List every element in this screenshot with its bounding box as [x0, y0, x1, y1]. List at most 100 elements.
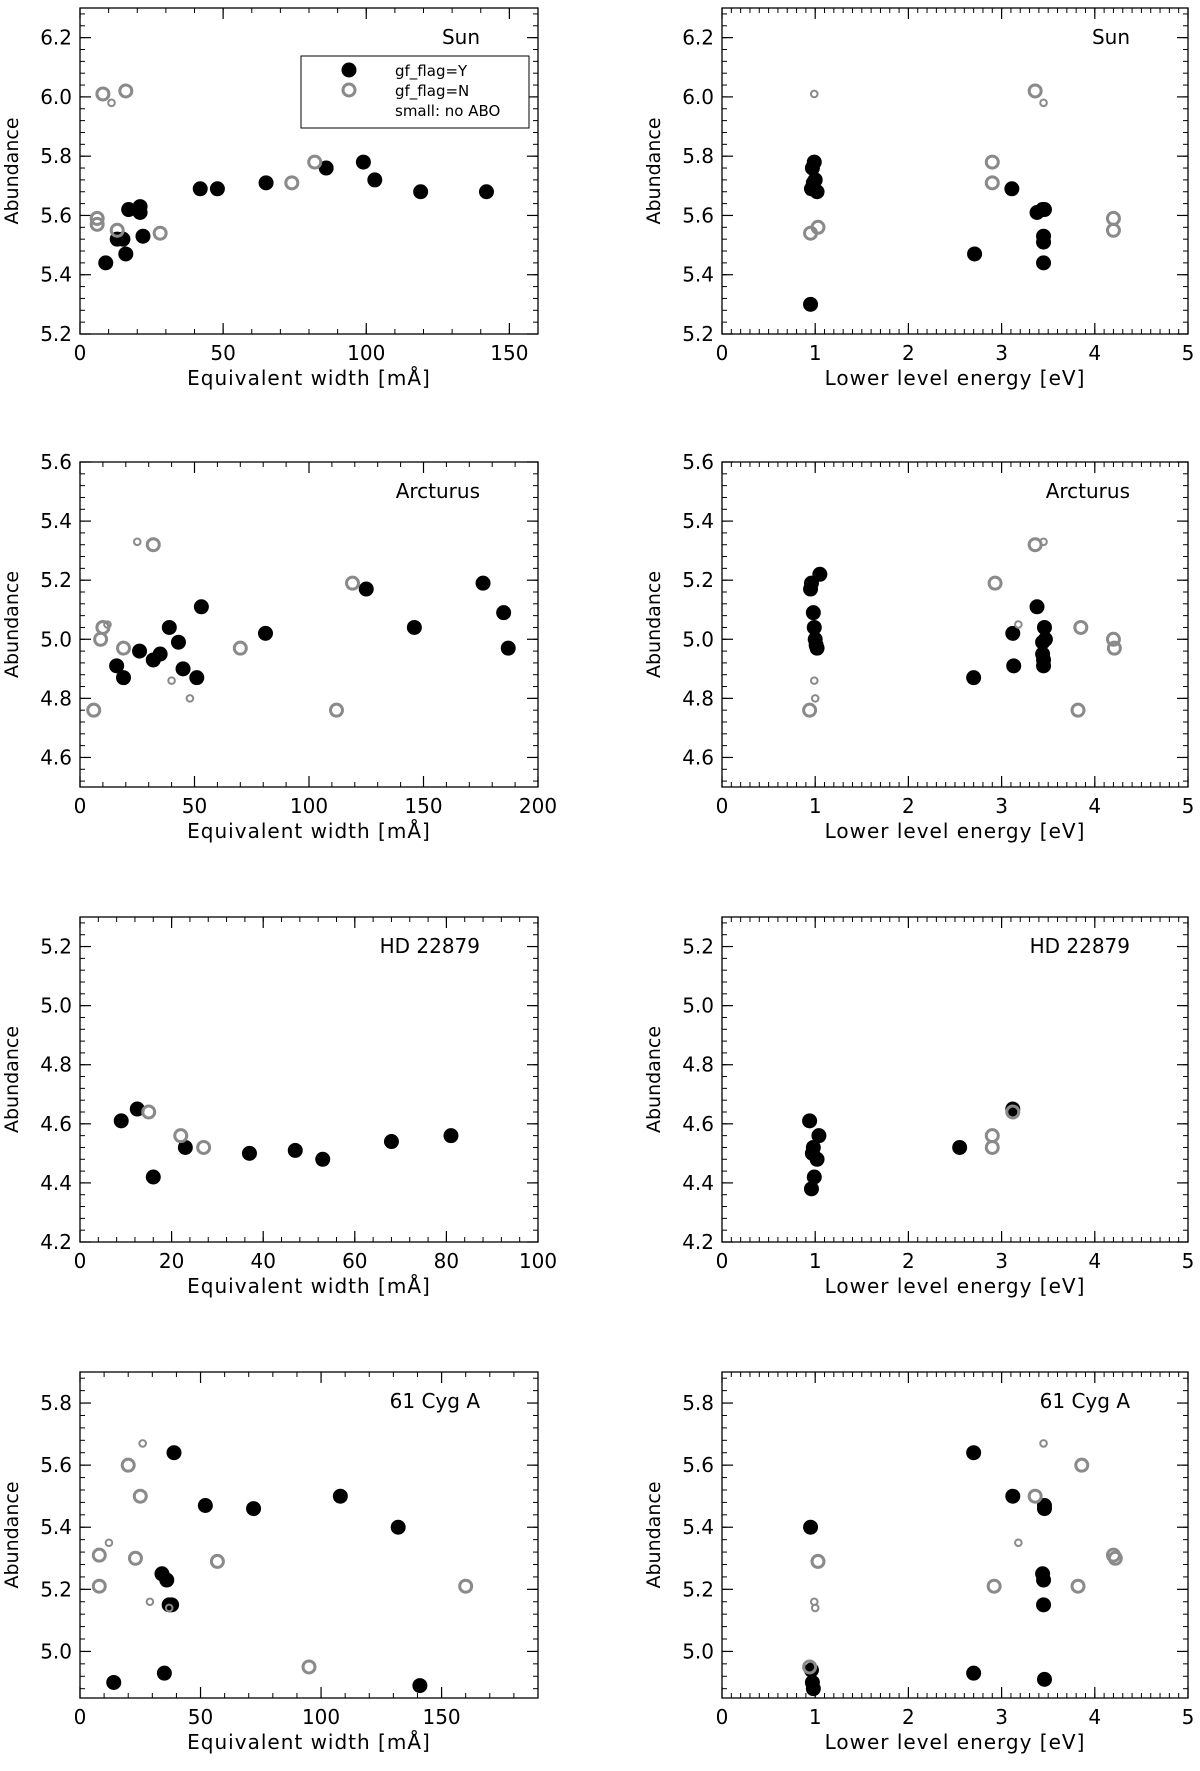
x-axis-label: Lower level energy [eV] — [825, 366, 1086, 390]
x-tick-label: 0 — [716, 1249, 729, 1273]
chart-panel-8: 0 1 2 3 4 5 5.0 5.2 5.4 5.6 5.8 Lower level energy … — [643, 1371, 1195, 1754]
x-tick-label: 5 — [1182, 341, 1195, 365]
x-tick-label: 1 — [809, 341, 822, 365]
data-point-gf-y — [209, 181, 225, 197]
data-point-gf-n — [209, 1553, 225, 1569]
data-point-gf-n-small — [809, 676, 819, 685]
data-point-gf-n — [95, 86, 111, 102]
y-tick-label: 5.2 — [682, 322, 714, 346]
data-point-gf-y — [1004, 181, 1020, 197]
x-tick-label: 4 — [1088, 1705, 1101, 1729]
chart-panel-7: 0 50 100 150 5.0 5.2 5.4 5.6 5.8 Equivalent width… — [1, 1371, 539, 1754]
data-point-gf-n — [89, 210, 105, 226]
y-tick-label: 5.4 — [682, 263, 714, 287]
data-point-gf-y — [121, 202, 137, 218]
data-point-gf-n — [1027, 83, 1043, 99]
data-point-gf-y — [500, 640, 516, 656]
y-tick-label: 5.0 — [40, 627, 72, 651]
x-tick-label: 150 — [490, 341, 528, 365]
x-tick-label: 100 — [302, 1705, 340, 1729]
y-tick-label: 4.4 — [40, 1171, 72, 1195]
x-tick-label: 0 — [716, 1705, 729, 1729]
star-name-label: HD 22879 — [380, 934, 480, 958]
data-point-gf-y — [197, 1498, 213, 1514]
y-axis-label: Abundance — [1, 1026, 23, 1133]
y-tick-label: 4.8 — [682, 686, 714, 710]
data-point-gf-n — [1073, 619, 1089, 635]
plot-frame — [79, 1371, 539, 1699]
x-tick-label: 1 — [809, 794, 822, 818]
data-point-gf-n — [145, 537, 161, 553]
data-point-gf-n — [328, 702, 344, 718]
y-tick-label: 4.8 — [40, 686, 72, 710]
x-tick-label: 50 — [188, 1705, 213, 1729]
data-point-gf-n-small — [138, 1439, 147, 1448]
data-point-gf-n — [132, 1488, 148, 1504]
plot-frame — [721, 7, 1189, 335]
x-tick-label: 20 — [159, 1249, 184, 1273]
data-point-gf-n — [301, 1659, 317, 1675]
data-point-gf-n — [91, 1578, 107, 1594]
x-tick-label: 40 — [250, 1249, 275, 1273]
data-point-gf-n — [1105, 222, 1121, 238]
y-tick-label: 5.0 — [682, 1639, 714, 1663]
data-point-gf-n-small — [810, 1603, 820, 1613]
y-tick-label: 4.6 — [682, 1112, 714, 1136]
star-name-label: Arcturus — [396, 479, 480, 503]
data-point-gf-y — [805, 1139, 821, 1155]
data-point-gf-n — [232, 640, 248, 656]
x-axis-label: Lower level energy [eV] — [825, 1730, 1086, 1754]
data-point-gf-n-small — [167, 676, 176, 685]
data-point-gf-y — [806, 1169, 822, 1185]
data-point-gf-y — [812, 566, 828, 582]
data-point-gf-n-small — [103, 620, 112, 629]
x-tick-label: 0 — [74, 1705, 87, 1729]
star-name-label: 61 Cyg A — [1040, 1389, 1131, 1413]
y-tick-label: 5.2 — [40, 568, 72, 592]
data-point-gf-y — [132, 643, 148, 659]
data-point-gf-n — [196, 1139, 212, 1155]
y-axis-label: Abundance — [643, 1481, 665, 1588]
y-tick-label: 5.0 — [40, 994, 72, 1018]
y-tick-label: 6.0 — [40, 85, 72, 109]
data-point-gf-y — [358, 581, 374, 597]
data-point-gf-n — [1105, 210, 1121, 226]
data-point-gf-n — [91, 1547, 107, 1563]
data-point-gf-y — [1006, 658, 1022, 674]
x-axis-label: Equivalent width [mÅ] — [187, 1274, 431, 1298]
data-point-gf-y — [177, 1139, 193, 1155]
x-axis-label: Lower level energy [eV] — [825, 819, 1086, 843]
x-axis-label: Equivalent width [mÅ] — [187, 1730, 431, 1754]
data-point-gf-n-small — [810, 694, 820, 703]
star-name-label: Sun — [442, 25, 480, 49]
y-tick-label: 5.6 — [40, 203, 72, 227]
x-tick-label: 50 — [210, 341, 235, 365]
y-tick-label: 6.2 — [682, 26, 714, 50]
y-tick-label: 4.6 — [682, 745, 714, 769]
x-tick-label: 5 — [1182, 1705, 1195, 1729]
data-point-gf-n — [109, 222, 125, 238]
chart-panel-5: 0 20 40 60 80 100 4.2 4.4 4.6 4.8 5.0 5.2 Equivalent… — [1, 916, 557, 1298]
data-point-gf-y — [332, 1488, 348, 1504]
data-point-gf-y — [116, 670, 132, 686]
y-tick-label: 5.4 — [40, 263, 72, 287]
data-point-gf-n-small — [132, 537, 142, 547]
data-point-gf-y — [367, 172, 383, 188]
y-tick-label: 5.6 — [40, 1453, 72, 1477]
data-point-gf-n — [1027, 1488, 1043, 1504]
data-point-gf-y — [383, 1134, 399, 1150]
data-point-gf-n — [1105, 631, 1121, 647]
x-tick-label: 3 — [995, 1705, 1008, 1729]
y-tick-label: 5.6 — [682, 450, 714, 474]
legend-box — [300, 55, 530, 129]
x-tick-label: 5 — [1182, 1249, 1195, 1273]
data-point-gf-y — [809, 184, 825, 200]
data-point-gf-y — [413, 184, 429, 200]
data-point-gf-y — [355, 154, 371, 170]
data-point-gf-y — [98, 255, 114, 271]
data-point-gf-y — [1036, 658, 1052, 674]
y-tick-label: 6.2 — [40, 26, 72, 50]
y-tick-label: 4.8 — [40, 1053, 72, 1077]
data-point-gf-y — [1005, 625, 1021, 641]
